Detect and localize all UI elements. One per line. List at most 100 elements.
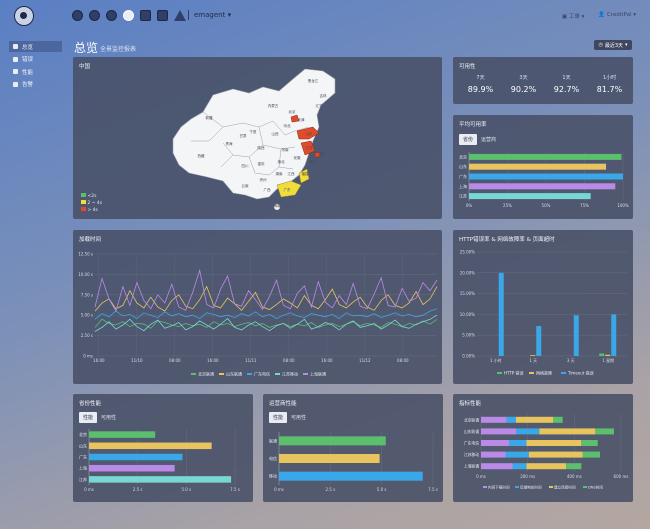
nav-alert-icon[interactable]: [174, 10, 186, 21]
alert-icon: [13, 81, 18, 87]
y-tick-label: 15.00%: [460, 291, 475, 296]
legend-swatch: [219, 373, 224, 375]
nav-dashboard-icon[interactable]: [157, 10, 168, 21]
tab-isp[interactable]: 运营商: [481, 137, 497, 143]
availability-1h: 1小时 81.7%: [596, 75, 623, 94]
x-tick-label: 5.0 s: [181, 487, 191, 492]
x-tick-label: 3 天: [567, 358, 575, 363]
bar-segment: [566, 463, 582, 470]
x-tick-label: 200 ms: [520, 474, 535, 479]
nav-server-icon[interactable]: [106, 10, 117, 21]
page-title: 总览: [74, 41, 99, 55]
map-panel: 中国 新疆 西藏 青海 甘肃 内蒙古 黑龙江 吉林 辽宁 北京 天津 河北 山西 陕西 宁夏 山东 河南 江苏安…: [73, 57, 442, 219]
y-tick-label: 10.00 s: [78, 272, 93, 277]
bar: [599, 353, 605, 356]
bar: [469, 153, 622, 160]
province-label: 辽宁: [316, 103, 324, 108]
nav-synthetic-icon[interactable]: [123, 10, 134, 21]
bar: [279, 471, 423, 481]
sidebar-item-performance[interactable]: 性能: [9, 66, 62, 77]
x-tick-label: 11/10: [131, 358, 143, 363]
x-tick-label: 16:00: [93, 358, 105, 363]
y-category-label: 上海联通: [464, 464, 479, 469]
bar: [536, 326, 542, 356]
bar: [279, 454, 380, 463]
province-label: 湖北: [278, 159, 286, 164]
province-label: 海南: [274, 203, 282, 208]
time-range-button[interactable]: ◷ 最近3天 ▾: [594, 40, 632, 50]
province-shandong[interactable]: [296, 126, 320, 140]
chevron-down-icon: ▾: [227, 11, 232, 19]
tab-availability[interactable]: 可用性: [101, 415, 117, 421]
province-jiangsu[interactable]: [300, 140, 316, 156]
performance-icon: [13, 69, 18, 74]
province-label: 四川: [242, 164, 249, 168]
top-right-menu: ▣ 工单 ▾ 👤 CreditPal ▾: [562, 12, 636, 20]
bar: [469, 163, 607, 170]
sidebar-item-alerts[interactable]: 告警: [9, 79, 62, 90]
metric-perf-title: 指标性能: [459, 401, 482, 407]
province-fujian[interactable]: [298, 168, 310, 184]
x-tick-label: 100%: [617, 203, 629, 208]
x-tick-label: 75%: [580, 203, 589, 208]
province-perf-title: 省份性能: [79, 401, 102, 407]
y-category-label: 北京联通: [464, 417, 479, 422]
province-label: 陕西: [258, 145, 266, 150]
legend-label: 内容下载时间: [488, 485, 510, 490]
province-label: 山西: [272, 131, 280, 136]
legend-medium[interactable]: 2 ~ 4s: [81, 200, 102, 207]
map-legend: <2s 2 ~ 4s > 4s: [81, 193, 102, 214]
bar-segment: [509, 440, 527, 446]
bar-segment: [512, 463, 527, 470]
china-mainland[interactable]: [172, 68, 336, 200]
province-shanghai[interactable]: [314, 151, 321, 158]
y-tick-label: 20.00%: [460, 270, 475, 275]
tab-province[interactable]: 省份: [459, 134, 478, 145]
ticket-menu[interactable]: ▣ 工单 ▾: [561, 14, 585, 20]
x-tick-label: 1 小时: [490, 357, 502, 363]
user-menu[interactable]: 👤 CreditPal ▾: [598, 12, 636, 18]
province-guangdong[interactable]: [276, 180, 302, 198]
series-line: [94, 285, 438, 312]
y-category-label: 北京: [459, 153, 467, 159]
bar: [573, 315, 579, 356]
logo[interactable]: [14, 6, 34, 26]
y-tick-label: 0.00%: [462, 354, 475, 359]
nav-app-icon[interactable]: [89, 10, 100, 21]
legend-slow[interactable]: > 4s: [81, 207, 102, 214]
legend-fast[interactable]: <2s: [81, 193, 102, 200]
province-label: 黑龙江: [308, 78, 319, 83]
tab-performance[interactable]: 性能: [79, 412, 98, 423]
bar-segment: [505, 451, 529, 458]
province-hainan[interactable]: [273, 203, 281, 211]
env-select[interactable]: emagent ▾: [188, 10, 232, 20]
bar: [611, 314, 617, 356]
bar-segment: [481, 463, 513, 470]
x-tick-label: 25%: [503, 203, 512, 208]
x-tick-label: 11/12: [359, 358, 371, 363]
tab-availability[interactable]: 可用性: [291, 415, 307, 421]
y-category-label: 移动: [269, 473, 277, 479]
x-tick-label: 7.5 s: [230, 487, 240, 492]
legend-swatch: [483, 486, 487, 488]
province-label: 山东: [306, 131, 314, 136]
bar: [498, 272, 504, 356]
province-label: 河北: [284, 123, 292, 128]
x-tick-label: 16:00: [321, 358, 333, 363]
env-label: emagent: [194, 11, 226, 19]
province-label: 宁夏: [250, 129, 258, 134]
sidebar-item-errors[interactable]: 错误: [9, 54, 62, 65]
nav-database-icon[interactable]: [140, 10, 151, 21]
http-error-title: HTTP错误率 & 网络故障率 & 页面超时: [459, 237, 555, 243]
nav-web-icon[interactable]: [72, 10, 83, 21]
bar: [89, 431, 156, 438]
y-category-label: 广东电信: [464, 441, 479, 446]
legend-label: 上海联通: [310, 371, 326, 377]
y-tick-label: 10.00%: [460, 312, 475, 317]
tab-performance[interactable]: 性能: [269, 412, 288, 423]
sidebar-item-overview[interactable]: 总览: [9, 41, 62, 52]
isp-perf-tabs: 性能 可用性: [269, 412, 310, 423]
province-beijing[interactable]: [290, 114, 300, 123]
province-label: 青海: [226, 141, 233, 146]
bar: [89, 476, 232, 483]
